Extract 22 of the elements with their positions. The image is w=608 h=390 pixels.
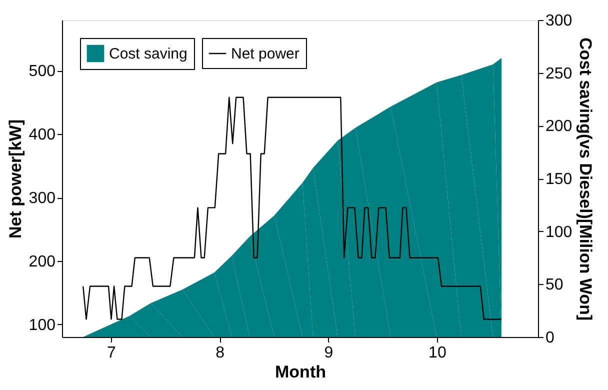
legend-label: Net power: [231, 46, 300, 62]
y2-tick-label: 50: [546, 276, 564, 294]
y2-axis-title: Cost saving(vs Diesel)[Milion Won]: [576, 37, 596, 321]
x-tick-label: 7: [106, 344, 116, 362]
y2-tick-label: 200: [546, 118, 572, 136]
y-tick-label: 400: [28, 126, 56, 144]
x-axis-title: Month: [275, 362, 326, 382]
y2-tick-label: 100: [546, 224, 572, 241]
y-tick-label: 100: [28, 316, 56, 334]
x-tick-label: 9: [324, 344, 334, 362]
y2-tick-label: 300: [546, 12, 572, 30]
y2-tick-label: 150: [546, 171, 572, 188]
x-tick-label: 10: [428, 344, 446, 362]
y2-tick-label: 250: [546, 65, 572, 82]
y-tick-label: 200: [28, 253, 56, 270]
legend-label: Cost saving: [109, 46, 188, 62]
y2-tick-label: 0: [546, 330, 554, 346]
y-tick-label: 300: [28, 190, 56, 208]
y-axis-title: Net power[kW]: [6, 120, 25, 238]
y-tick-label: 500: [28, 63, 56, 80]
line-series: [82, 96, 502, 320]
x-tick-label: 8: [216, 344, 225, 362]
